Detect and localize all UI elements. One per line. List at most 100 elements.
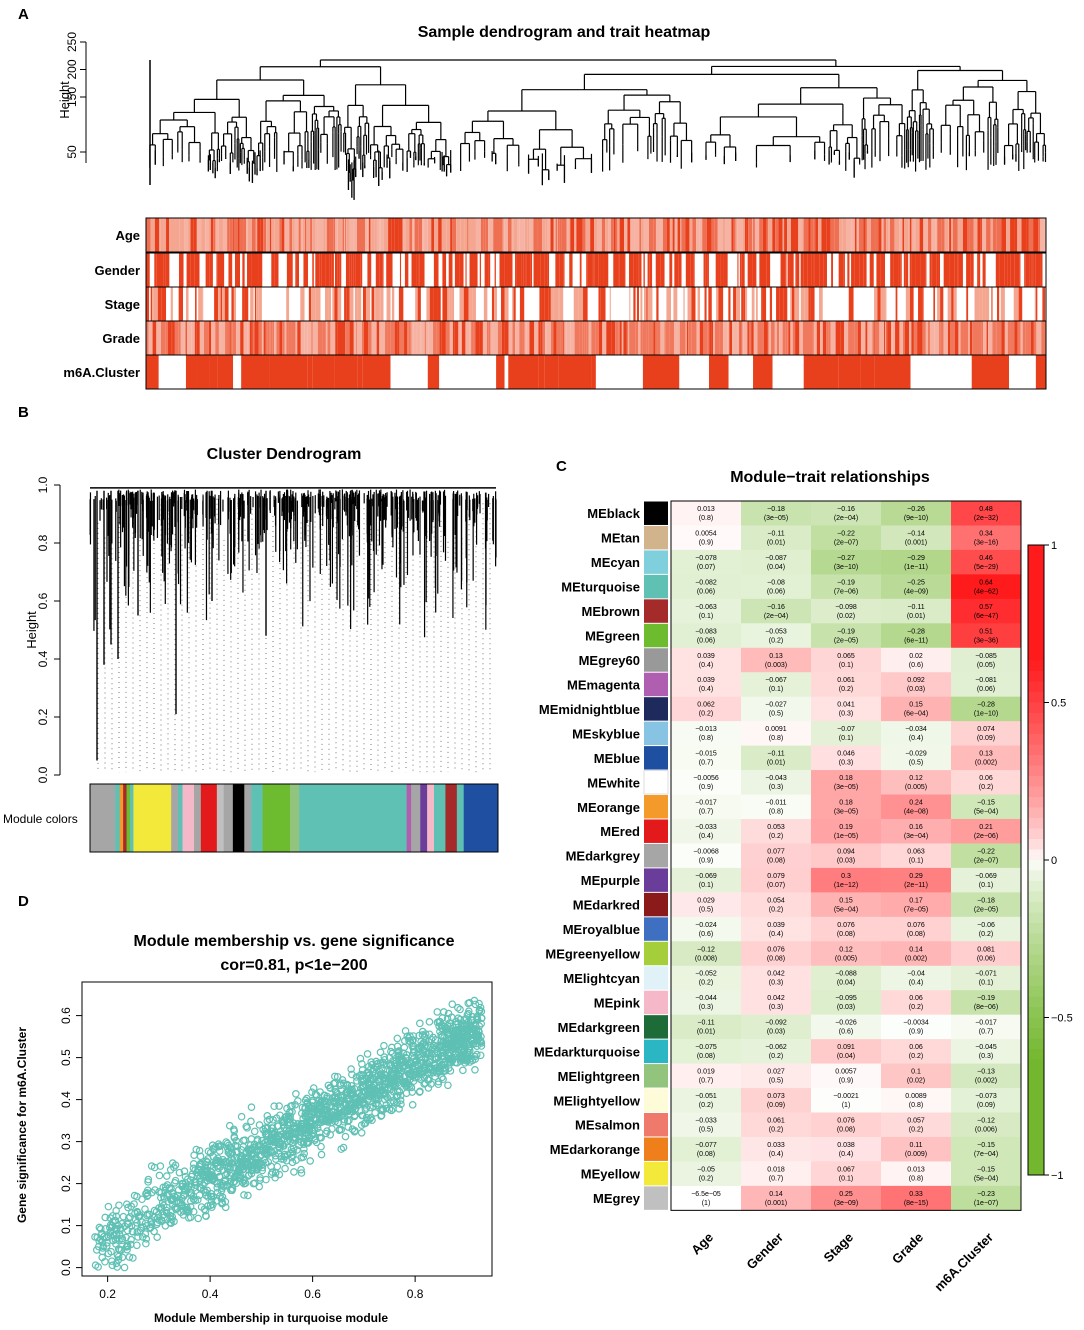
trait-cell xyxy=(224,253,229,287)
trait-cell xyxy=(253,287,255,321)
trait-cell xyxy=(491,287,495,321)
scatter-point xyxy=(143,1188,151,1197)
scatter-point xyxy=(276,1140,285,1149)
scatter-point xyxy=(261,1146,270,1155)
scatter-point xyxy=(168,1194,177,1203)
module-color-segment xyxy=(216,784,225,852)
trait-cell xyxy=(149,287,151,321)
scatter-point xyxy=(227,1154,236,1162)
trait-cell xyxy=(948,218,950,252)
trait-cell xyxy=(826,253,832,287)
heatmap-cell xyxy=(671,598,742,624)
trait-cell xyxy=(545,321,547,355)
trait-cell xyxy=(284,218,290,252)
trait-cell xyxy=(655,218,661,252)
trait-cell xyxy=(652,287,657,321)
heatmap-cell-pvalue: (9e−10) xyxy=(904,515,928,522)
trait-cell xyxy=(808,287,811,321)
heatmap-cell xyxy=(671,721,742,746)
trait-cell xyxy=(225,321,227,355)
panel-b-y-tick-label: 0.4 xyxy=(36,650,50,667)
scatter-point xyxy=(244,1152,252,1161)
heatmap-cell xyxy=(671,1063,742,1089)
trait-cell xyxy=(345,321,350,355)
trait-cell xyxy=(394,287,399,321)
scatter-point xyxy=(331,1072,339,1081)
trait-cell xyxy=(403,287,408,321)
trait-cell xyxy=(529,321,535,355)
module-color-swatch xyxy=(644,1137,668,1161)
trait-cell xyxy=(460,218,465,252)
panel-d-axes: 0.2 0.4 0.6 0.80.00.10.20.30.40.50.6 xyxy=(59,981,493,1301)
trait-cell xyxy=(266,253,269,287)
scatter-point xyxy=(254,1141,263,1150)
trait-cell xyxy=(904,218,909,252)
colorbar-step xyxy=(1028,923,1044,934)
scatter-point xyxy=(440,1067,448,1075)
trait-cell xyxy=(236,253,241,287)
trait-cell xyxy=(581,253,587,287)
trait-cell xyxy=(683,287,685,321)
scatter-point xyxy=(444,1081,452,1090)
scatter-point xyxy=(103,1238,111,1247)
trait-cell xyxy=(464,218,468,252)
trait-cell xyxy=(274,218,280,252)
scatter-point xyxy=(393,1088,402,1096)
trait-cell xyxy=(644,218,650,252)
heatmap-cell xyxy=(881,745,952,771)
trait-cell xyxy=(813,253,815,287)
scatter-point xyxy=(115,1201,123,1210)
heatmap-cell xyxy=(811,721,882,746)
trait-cell xyxy=(229,321,231,355)
heatmap-cell xyxy=(671,941,742,967)
module-row-label: MEroyalblue xyxy=(563,922,640,937)
trait-cell xyxy=(262,253,265,287)
panel-letter-a: A xyxy=(18,6,29,23)
scatter-point xyxy=(253,1145,262,1153)
heatmap-cell-value: −0.062 xyxy=(765,1044,787,1051)
trait-cell xyxy=(709,321,712,355)
trait-cell xyxy=(269,321,271,355)
trait-cell xyxy=(208,321,212,355)
colorbar-step xyxy=(1028,671,1044,682)
panel-b-y-tick-label: 0.8 xyxy=(36,534,50,551)
heatmap-cell-value: −0.053 xyxy=(765,628,787,635)
scatter-point xyxy=(190,1151,198,1159)
trait-cell xyxy=(490,321,494,355)
trait-cell xyxy=(673,287,678,321)
trait-cell xyxy=(294,218,299,252)
trait-cell xyxy=(312,355,335,389)
panel-b-module-colorbar xyxy=(89,783,499,853)
module-color-swatch xyxy=(644,1113,668,1137)
scatter-point xyxy=(269,1116,277,1124)
heatmap-cell-pvalue: (0.003) xyxy=(765,662,787,669)
heatmap-cell-value: −0.033 xyxy=(695,1118,717,1125)
heatmap-cell-value: −0.19 xyxy=(837,579,855,586)
trait-cell xyxy=(991,253,996,287)
scatter-point xyxy=(313,1099,322,1108)
trait-cell xyxy=(707,253,709,287)
scatter-point xyxy=(304,1138,313,1147)
trait-cell xyxy=(729,218,732,252)
trait-cell xyxy=(1025,253,1030,287)
trait-cell xyxy=(398,218,401,252)
trait-cell xyxy=(911,321,914,355)
colorbar-step xyxy=(1028,1101,1044,1113)
trait-cell xyxy=(744,253,748,287)
trait-cell xyxy=(153,287,158,321)
trait-cell xyxy=(152,253,155,287)
scatter-point xyxy=(150,1206,159,1215)
trait-cell xyxy=(932,253,937,287)
trait-cell xyxy=(541,287,545,321)
module-color-swatch xyxy=(644,697,668,721)
scatter-point xyxy=(334,1118,342,1127)
scatter-point xyxy=(416,1019,424,1028)
scatter-point xyxy=(130,1200,138,1208)
trait-cell xyxy=(629,287,631,321)
trait-cell xyxy=(254,321,259,355)
module-color-swatch xyxy=(644,1186,668,1210)
heatmap-cell-value: −0.19 xyxy=(837,628,855,635)
trait-cell xyxy=(983,321,987,355)
trait-cell xyxy=(446,218,451,252)
trait-cell xyxy=(547,253,550,287)
